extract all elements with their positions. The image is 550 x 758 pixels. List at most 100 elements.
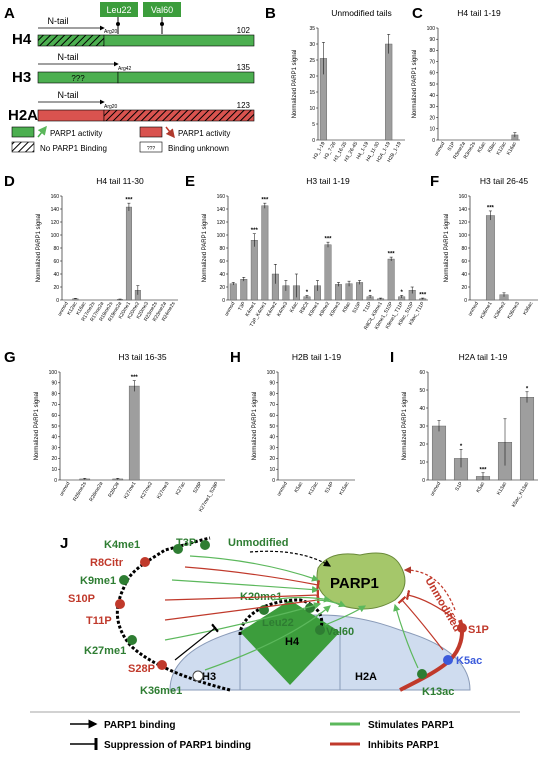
x-tick-label: unmod xyxy=(434,141,447,157)
y-tick-label: 70 xyxy=(51,402,57,408)
y-tick-label: 80 xyxy=(269,391,275,397)
effect-bar-t11 xyxy=(164,595,320,621)
x-tick-label: S1P xyxy=(454,480,464,492)
val60-marker-box xyxy=(143,2,181,17)
y-tick-label: 80 xyxy=(219,246,225,252)
h3-label-k36me1: K36me1 xyxy=(140,685,182,697)
h3-label-s10p: S10P xyxy=(68,593,95,605)
y-axis-label: Normalized PARP1 signal xyxy=(412,50,418,119)
x-tick-label: K5ac xyxy=(293,481,304,494)
y-tick-label: 30 xyxy=(51,445,57,451)
h4-length-label: 102 xyxy=(237,26,251,35)
h3-construct-label: H3 xyxy=(12,69,31,86)
y-tick-label: 60 xyxy=(429,71,435,77)
h3-label-r8citr: R8Citr xyxy=(90,557,124,569)
h3-t3-dot xyxy=(200,540,210,550)
panel-letter: F xyxy=(430,173,439,190)
h2a-k5-dot xyxy=(443,655,453,665)
y-tick-label: 30 xyxy=(309,42,315,48)
chart-h: H H2B tail 1-19 Normalized PARP1 signal 0 10… xyxy=(230,349,355,497)
y-tick-label: 160 xyxy=(217,194,226,200)
y-tick-label: 60 xyxy=(269,413,275,419)
x-tick-label: S1P xyxy=(447,140,457,152)
h4-core-bar xyxy=(103,34,255,47)
y-tick-label: 10 xyxy=(51,467,57,473)
x-tick-label: K27me2 xyxy=(139,481,154,500)
y-axis-label: Normalized PARP1 signal xyxy=(34,392,40,461)
x-tick-label: K27ac xyxy=(175,481,188,497)
significance-label: * xyxy=(369,290,372,296)
chart-b: B Unmodified tails Normalized PARP1 signal… xyxy=(265,5,405,163)
leu22-marker-dot xyxy=(116,22,120,26)
effect-bar-s28 xyxy=(174,623,219,661)
x-tick-label: K36ac xyxy=(522,301,535,317)
y-tick-label: 20 xyxy=(419,442,425,448)
legend-up-arrow-icon xyxy=(37,125,47,138)
chart-title: H4 tail 1-19 xyxy=(457,8,501,18)
y-tick-label: 100 xyxy=(49,370,58,376)
y-tick-label: 0 xyxy=(54,478,57,484)
effect-arrow-k27 xyxy=(164,602,322,641)
x-tick-label: unmod xyxy=(467,301,480,317)
h3-core-bar xyxy=(117,71,255,84)
y-tick-label: 20 xyxy=(53,285,59,291)
y-tick-label: 160 xyxy=(51,194,60,200)
x-tick-label: K8ac xyxy=(487,141,498,154)
x-tick-label: K12ac xyxy=(307,481,320,497)
y-tick-label: 10 xyxy=(419,460,425,466)
y-tick-label: 30 xyxy=(269,445,275,451)
y-tick-label: 70 xyxy=(429,59,435,65)
significance-label: * xyxy=(401,290,404,296)
significance-label: *** xyxy=(479,467,487,473)
val60-marker-dot xyxy=(160,22,164,26)
significance-label: *** xyxy=(388,252,396,258)
effect-arrow-k20 xyxy=(271,595,332,603)
leu22-marker-label: Leu22 xyxy=(106,5,131,15)
bar xyxy=(356,282,364,301)
y-tick-label: 40 xyxy=(219,272,225,278)
panel-letter-a: A xyxy=(4,5,15,22)
x-tick-label: K5ac xyxy=(475,481,486,494)
y-tick-label: 10 xyxy=(309,106,315,112)
y-tick-label: 80 xyxy=(51,391,57,397)
x-tick-label: T3P xyxy=(237,300,247,312)
leu22-marker-box xyxy=(100,2,138,17)
val60-marker-label: Val60 xyxy=(151,5,173,15)
h4-arg-label: Arg20 xyxy=(104,29,118,35)
chart-e: E H3 tail 1-19 Normalized PARP1 signal 0 20 4… xyxy=(185,173,428,331)
y-axis-label: Normalized PARP1 signal xyxy=(444,214,450,283)
panel-letter: H xyxy=(230,349,241,366)
h4-ntail-label: N-tail xyxy=(47,16,68,26)
h2a-core-bar xyxy=(103,109,255,122)
y-tick-label: 120 xyxy=(459,220,468,226)
x-tick-label: K4ac xyxy=(289,301,300,314)
y-tick-label: 50 xyxy=(429,82,435,88)
h3-label-k9me1: K9me1 xyxy=(80,575,116,587)
x-tick-label: K27me1 xyxy=(123,481,138,500)
y-tick-label: 40 xyxy=(269,435,275,441)
h3-ntail-label: N-tail xyxy=(57,52,78,62)
nucleosome-h3-label: H3 xyxy=(202,671,216,683)
y-tick-label: 20 xyxy=(429,115,435,121)
chart-i: I H2A tail 1-19 Normalized PARP1 signal 0 10… xyxy=(390,349,538,509)
y-tick-label: 20 xyxy=(461,285,467,291)
x-tick-label: K5ac xyxy=(476,141,487,154)
y-tick-label: 40 xyxy=(429,93,435,99)
bar xyxy=(387,258,395,301)
legend-unknown-swatch-text: ??? xyxy=(147,146,156,152)
y-tick-label: 120 xyxy=(51,220,60,226)
x-tick-label: K36me3 xyxy=(506,301,521,320)
legend-unknown-label: Binding unknown xyxy=(168,144,229,153)
x-tick-label: K9me3 xyxy=(329,301,342,318)
h2a-ntail-bar xyxy=(37,109,105,122)
y-tick-label: 0 xyxy=(464,298,467,304)
significance-label: * xyxy=(306,290,309,296)
h2a-k13-dot xyxy=(417,669,427,679)
y-tick-label: 100 xyxy=(267,370,276,376)
h3-label-t11p: T11P xyxy=(86,615,112,627)
y-tick-label: 0 xyxy=(56,298,59,304)
y-tick-label: 60 xyxy=(461,259,467,265)
chart-d: D H4 tail 11-30 Normalized PARP1 signal 0 20… xyxy=(4,173,178,323)
h2a-label-k13ac: K13ac xyxy=(422,686,454,698)
x-tick-label: unmod xyxy=(276,481,289,497)
